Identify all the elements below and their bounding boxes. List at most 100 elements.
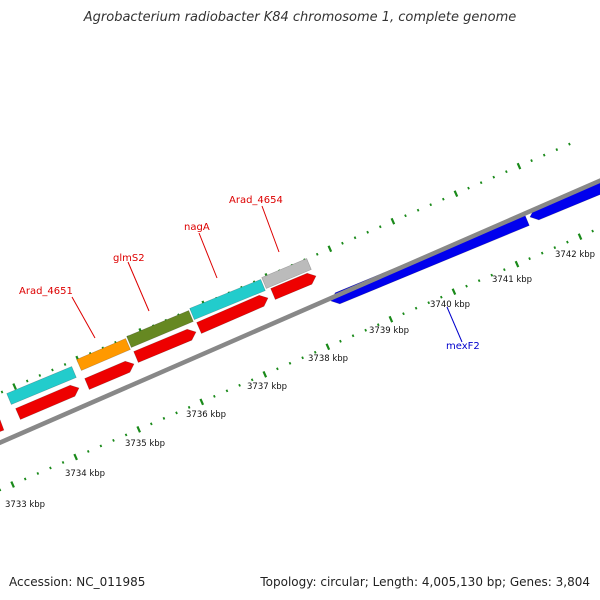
gene-arrow-reverse — [196, 294, 269, 334]
tick-minor — [404, 214, 407, 218]
gene-arrow-forward — [261, 258, 312, 289]
kbp-label: 3735 kbp — [125, 439, 165, 449]
tick-minor — [429, 203, 433, 207]
gene-arrow-forward — [6, 366, 77, 405]
leader-line — [198, 232, 218, 279]
tick-major — [12, 383, 17, 390]
tick-minor — [353, 236, 357, 240]
tick-minor — [416, 208, 420, 212]
tick-minor — [315, 252, 319, 256]
tick-minor — [276, 367, 279, 371]
tick-minor — [414, 306, 418, 310]
kbp-label: 3734 kbp — [65, 469, 105, 479]
kbp-labels: 3733 kbp 3734 kbp 3735 kbp 3736 kbp 3737 kbp… — [5, 250, 595, 510]
tick-minor — [492, 175, 496, 179]
leader-line — [127, 261, 150, 312]
tick-minor — [38, 374, 42, 377]
gene-arrow-blue — [330, 214, 530, 305]
gene-label-naga: nagA — [184, 222, 210, 233]
tick-minor — [150, 422, 153, 426]
inner-tick-ring — [0, 229, 594, 492]
tick-major — [390, 217, 396, 225]
gene-arrow-forward — [189, 279, 266, 320]
gene-labels: Arad_4651 glmS2 nagA Arad_4654 mexF2 — [19, 195, 480, 352]
tick-minor — [440, 295, 443, 299]
gene-features — [0, 181, 600, 432]
tick-minor — [553, 246, 557, 250]
tick-major — [453, 190, 459, 198]
tick-minor — [238, 383, 241, 387]
gene-arrow-reverse — [15, 384, 80, 420]
tick-minor — [402, 312, 405, 316]
leader-line — [261, 205, 280, 253]
tick-minor — [51, 368, 54, 372]
gene-arrow-reverse — [133, 328, 197, 363]
tick-minor — [112, 438, 115, 442]
kbp-label: 3739 kbp — [369, 326, 409, 336]
tick-minor — [25, 379, 29, 383]
tick-minor — [376, 323, 380, 327]
tick-minor — [530, 159, 533, 163]
tick-minor — [225, 389, 229, 393]
tick-minor — [503, 268, 506, 272]
tick-minor — [187, 405, 191, 409]
tick-minor — [63, 362, 67, 366]
leader-line — [446, 306, 463, 343]
tick-minor — [540, 251, 544, 255]
tick-minor — [528, 257, 531, 261]
tick-minor — [566, 240, 569, 244]
kbp-label: 3736 kbp — [186, 410, 226, 420]
tick-minor — [341, 241, 344, 245]
tick-major — [451, 288, 457, 296]
tick-minor — [339, 339, 342, 343]
label-leaders — [71, 205, 463, 343]
gene-arrow-reverse — [0, 419, 5, 432]
gene-label-arad4651: Arad_4651 — [19, 286, 73, 297]
tick-minor — [250, 378, 254, 382]
backbone-line — [0, 178, 600, 446]
tick-major — [73, 453, 78, 461]
kbp-label: 3733 kbp — [5, 500, 45, 510]
kbp-label: 3738 kbp — [308, 354, 348, 364]
leader-line — [71, 296, 96, 339]
tick-minor — [313, 350, 317, 354]
tick-major — [10, 481, 15, 488]
tick-major — [199, 398, 205, 406]
tick-minor — [0, 390, 4, 394]
tick-minor — [86, 449, 90, 453]
gene-arrow-reverse — [270, 272, 317, 300]
tick-minor — [505, 170, 508, 174]
gene-arrow-forward — [76, 338, 131, 371]
tick-major — [327, 245, 333, 253]
tick-major — [514, 260, 520, 268]
tick-minor — [124, 433, 128, 437]
tick-minor — [479, 181, 483, 185]
tick-minor — [364, 328, 367, 332]
kbp-label: 3737 kbp — [247, 382, 287, 392]
tick-minor — [591, 229, 594, 233]
gene-arrow-reverse — [84, 360, 135, 390]
tick-minor — [568, 142, 571, 146]
tick-minor — [99, 444, 103, 448]
gene-label-arad4654: Arad_4654 — [229, 195, 283, 206]
tick-minor — [351, 334, 355, 338]
topology-text: Topology: circular; Length: 4,005,130 bp… — [260, 575, 590, 589]
tick-minor — [465, 284, 468, 288]
tick-minor — [175, 411, 178, 415]
tick-minor — [288, 361, 292, 365]
tick-minor — [427, 301, 431, 305]
tick-minor — [542, 153, 546, 157]
tick-minor — [378, 225, 382, 229]
gene-label-mexf2: mexF2 — [446, 341, 480, 352]
kbp-label: 3740 kbp — [430, 300, 470, 310]
tick-minor — [442, 197, 445, 201]
tick-minor — [61, 460, 65, 464]
tick-major — [262, 370, 268, 378]
kbp-label: 3741 kbp — [492, 275, 532, 285]
gene-label-glms2: glmS2 — [113, 253, 145, 264]
tick-minor — [366, 230, 369, 234]
tick-major — [136, 426, 141, 433]
tick-major — [577, 233, 583, 240]
tick-minor — [49, 466, 52, 470]
